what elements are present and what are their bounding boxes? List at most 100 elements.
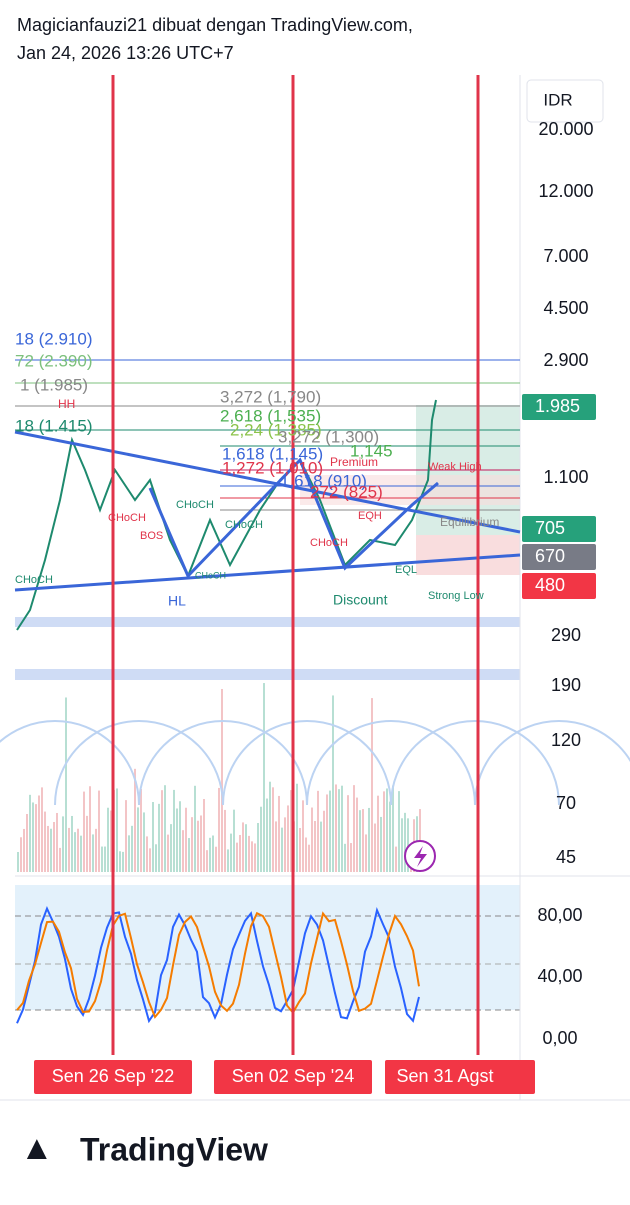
volume-bar (212, 835, 214, 872)
volume-bar (83, 791, 85, 872)
volume-bar (176, 808, 178, 872)
annotation: CHoCH (195, 570, 226, 580)
annotation: Discount (333, 592, 388, 608)
currency: IDR (543, 90, 572, 109)
volume-bar (128, 835, 130, 872)
date-badge-bg (385, 1060, 535, 1094)
annotation: CHoCH (225, 519, 263, 531)
zone (15, 669, 520, 680)
volume-bar (338, 789, 340, 872)
volume-bar (221, 688, 223, 872)
annotation: CHoCH (310, 537, 348, 549)
volume-bar (230, 833, 232, 872)
annotation: 1 (1.985) (20, 375, 88, 394)
volume-bar (20, 837, 22, 872)
volume-bar (89, 786, 91, 872)
volume-bar (377, 795, 379, 872)
annotation: Weak High (428, 461, 482, 473)
annotation: EQH (358, 510, 382, 522)
date-badge: Sen 26 Sep '22 (52, 1066, 175, 1086)
cycle-arc (474, 720, 630, 806)
volume-bar (56, 812, 58, 872)
annotation: 18 (1.415) (15, 416, 93, 435)
volume-bar (38, 795, 40, 872)
volume-bar (185, 807, 187, 872)
oscillator-tick-label: 40,00 (537, 966, 582, 986)
date-badge: Sen 02 Sep '24 (232, 1066, 355, 1086)
volume-bar (260, 806, 262, 872)
price-tick-label: 12.000 (538, 181, 593, 201)
volume-bar (134, 768, 136, 872)
volume-bar (275, 821, 277, 872)
cycle-arc (390, 720, 560, 806)
price-badge-bg (522, 544, 596, 570)
volume-bar (242, 822, 244, 872)
currency-button[interactable] (526, 79, 604, 123)
volume-bar (194, 785, 196, 872)
logo-icon: ▲ (20, 1129, 54, 1167)
volume-bar (362, 809, 364, 872)
volume-bar (203, 798, 205, 872)
volume-bar (404, 812, 406, 872)
cycle-arc (0, 720, 140, 806)
alert-icon-bolt (414, 846, 427, 867)
cycle-arc (222, 720, 392, 806)
annotation: 272 (825) (310, 482, 383, 501)
pattern-line (148, 457, 439, 579)
volume-bar (188, 838, 190, 872)
volume-bar (146, 836, 148, 872)
volume-bar (248, 835, 250, 872)
volume-bar (350, 843, 352, 872)
annotation: 18 (2.910) (15, 329, 93, 348)
volume-bar (65, 697, 67, 872)
volume-bar (278, 795, 280, 872)
zone (15, 617, 520, 627)
volume-bar (287, 805, 289, 872)
cycle-arc (138, 720, 308, 806)
volume-bar (353, 785, 355, 872)
volume-bar (122, 851, 124, 872)
volume-bar (119, 851, 121, 872)
annotation: Equilibrium (440, 515, 499, 529)
volume-bar (296, 783, 298, 872)
annotation: CHoCH (15, 574, 53, 586)
price-badge: 480 (535, 575, 565, 595)
annotation: 1,145 (350, 441, 393, 460)
price-tick-label: 190 (551, 675, 581, 695)
volume-bar (329, 790, 331, 872)
annotation: HH (58, 397, 75, 411)
price-tick-label: 20.000 (538, 119, 593, 139)
price-tick-label: 2.900 (543, 350, 588, 370)
volume-bar (305, 837, 307, 872)
trend-line (14, 553, 521, 592)
annotation: EQL (395, 564, 417, 576)
volume-bar (191, 817, 193, 872)
volume-bar (380, 816, 382, 872)
volume-bar (383, 791, 385, 872)
date-badge-bg (214, 1060, 372, 1094)
volume-bar (53, 822, 55, 872)
volume-bar (107, 807, 109, 872)
zone (300, 475, 520, 505)
volume-bar (257, 823, 259, 872)
trend-line (14, 430, 521, 534)
volume-bar (224, 809, 226, 872)
volume-bar (236, 842, 238, 872)
volume-bar (173, 789, 175, 872)
volume-bar (179, 801, 181, 872)
volume-bar (365, 834, 367, 872)
volume-bar (149, 848, 151, 872)
volume-bar (389, 801, 391, 872)
volume-bar (77, 828, 79, 872)
volume-bar (131, 825, 133, 872)
annotation: 1,618 (910) (280, 471, 367, 490)
volume-bar (140, 788, 142, 872)
volume-bar (86, 815, 88, 872)
cycle-arc (306, 720, 476, 806)
price-badge: 705 (535, 518, 565, 538)
volume-bar (218, 787, 220, 872)
volume-bar (32, 802, 34, 872)
volume-bar (155, 844, 157, 872)
annotation: BOS (140, 530, 163, 542)
